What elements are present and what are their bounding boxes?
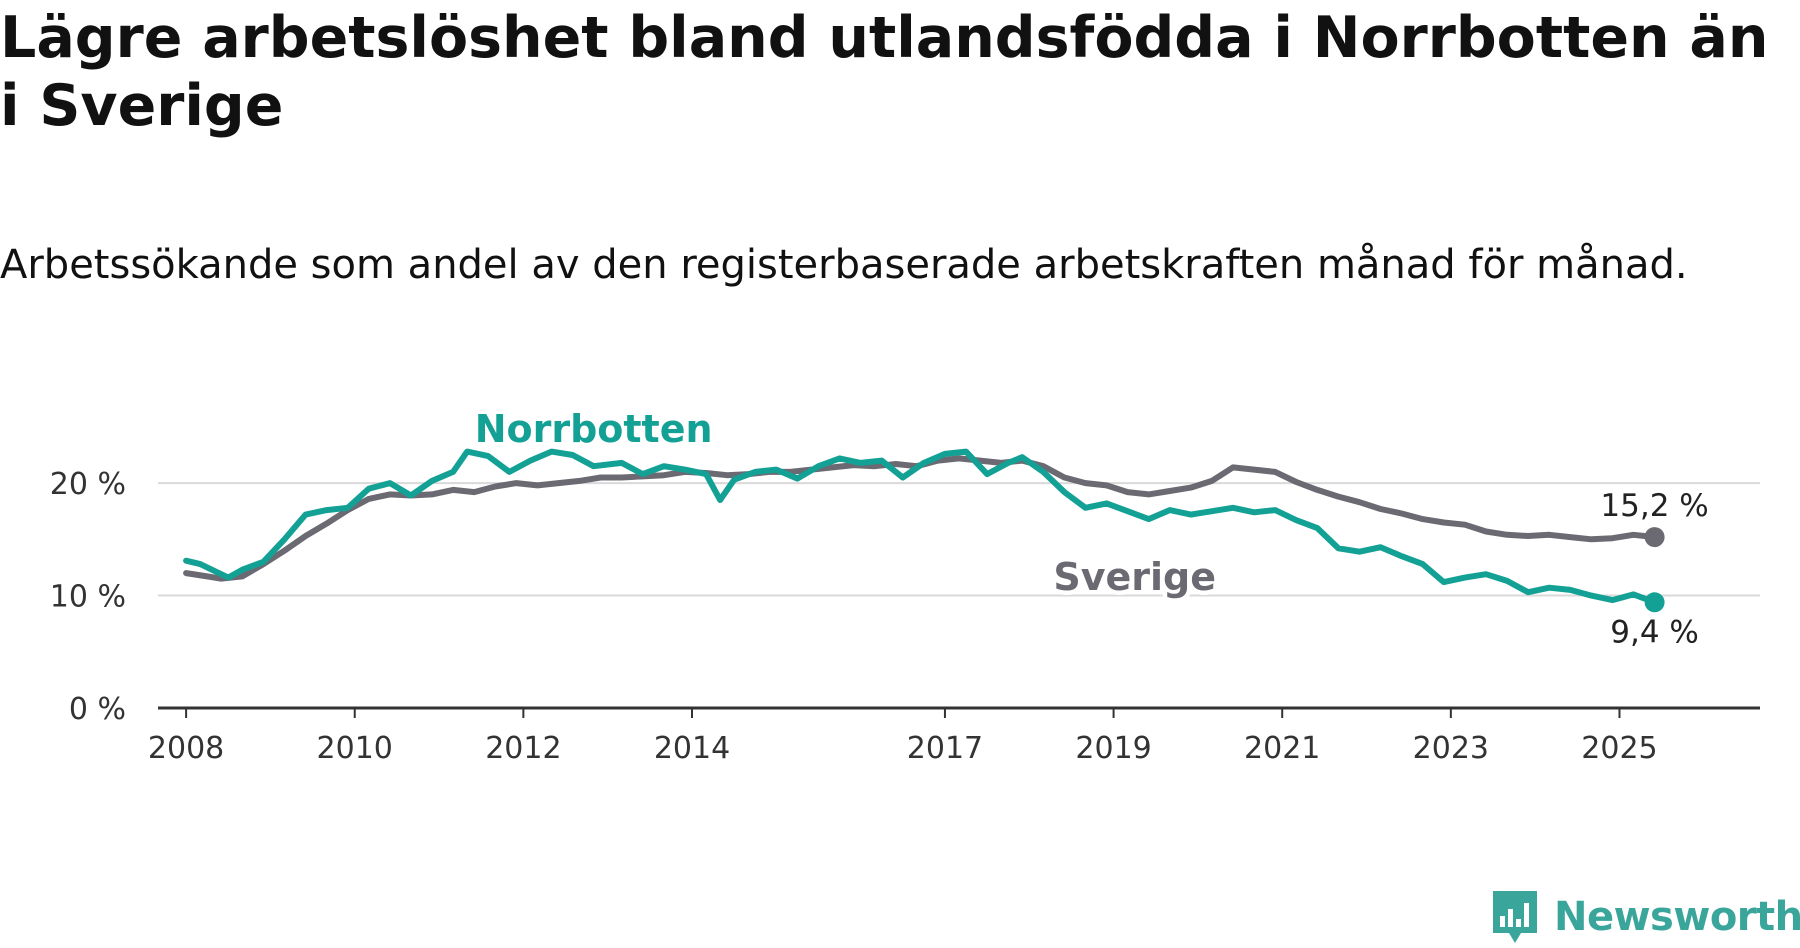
x-tick-label: 2017 xyxy=(907,731,983,766)
x-tick-label: 2019 xyxy=(1075,731,1151,766)
series-name-label: Norrbotten xyxy=(475,407,713,451)
x-tick-label: 2014 xyxy=(654,731,730,766)
x-tick-label: 2010 xyxy=(317,731,393,766)
y-tick-label: 10 % xyxy=(50,580,126,615)
y-tick-label: 20 % xyxy=(50,467,126,502)
x-tick-label: 2012 xyxy=(485,731,561,766)
x-tick-label: 2021 xyxy=(1244,731,1320,766)
brand-logo[interactable]: Newsworthy xyxy=(1490,888,1800,946)
x-tick-label: 2023 xyxy=(1413,731,1489,766)
chart-title: Lägre arbetslöshet bland utlandsfödda i … xyxy=(0,5,1769,139)
y-tick-label: 0 % xyxy=(69,692,126,727)
series-line xyxy=(183,455,1658,582)
x-tick-label: 2008 xyxy=(148,731,224,766)
newsworthy-logo-icon xyxy=(1493,891,1537,943)
series-end-marker xyxy=(1644,527,1665,548)
series-end-marker xyxy=(1644,592,1665,613)
end-value-label: 9,4 % xyxy=(1610,614,1699,650)
series-line xyxy=(183,448,1658,606)
end-value-label: 15,2 % xyxy=(1600,488,1708,524)
brand-name: Newsworthy xyxy=(1554,894,1800,940)
chart-subtitle: Arbetssökande som andel av den registerb… xyxy=(0,242,1688,288)
x-tick-label: 2025 xyxy=(1581,731,1657,766)
series-name-label: Sverige xyxy=(1053,555,1216,599)
